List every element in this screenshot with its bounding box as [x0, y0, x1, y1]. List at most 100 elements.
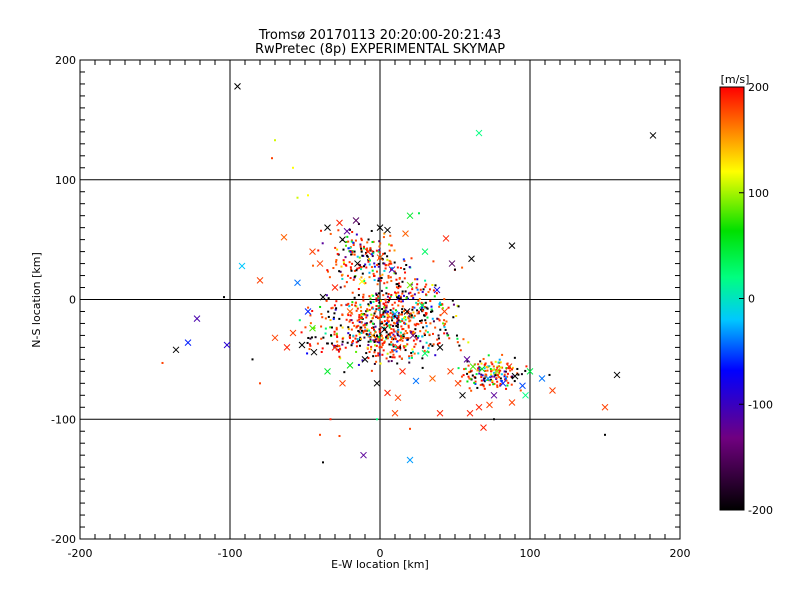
data-point-stroke — [394, 344, 402, 351]
scatter-dot — [340, 265, 343, 268]
scatter-dot — [493, 371, 496, 374]
scatter-dot — [407, 297, 410, 300]
data-point-x — [352, 217, 360, 224]
scatter-dot — [325, 299, 328, 302]
scatter-dot — [496, 380, 499, 383]
data-point-x — [412, 377, 420, 385]
scatter-dot — [391, 311, 394, 314]
data-point-x — [508, 399, 516, 406]
scatter-dot — [447, 306, 450, 309]
scatter-dot — [413, 306, 416, 309]
data-point-stroke — [354, 260, 361, 267]
scatter-dot — [469, 370, 472, 373]
scatter-dot — [470, 389, 473, 392]
scatter-dot — [306, 341, 309, 344]
data-point-x — [522, 391, 529, 399]
scatter-dot — [336, 248, 339, 251]
scatter-dot — [386, 255, 389, 258]
scatter-dot — [333, 312, 336, 315]
scatter-dot — [335, 328, 338, 331]
scatter-dot — [487, 354, 490, 357]
scatter-dot — [370, 348, 373, 351]
scatter-dot — [402, 327, 405, 330]
scatter-dot — [364, 313, 367, 316]
scatter-dot — [377, 292, 380, 295]
scatter-dot — [365, 322, 368, 325]
scatter-dot — [377, 307, 380, 310]
scatter-dot — [366, 314, 369, 317]
scatter-dot — [396, 283, 399, 286]
data-point-x — [360, 451, 367, 459]
data-point-x — [376, 224, 384, 232]
data-point-dot — [604, 433, 606, 436]
y-tick-label: -100 — [51, 413, 76, 426]
scatter-dot — [466, 360, 469, 363]
data-point-stroke — [421, 248, 429, 255]
scatter-dot — [426, 316, 429, 319]
scatter-dot — [360, 239, 363, 242]
scatter-dot — [383, 232, 386, 235]
scatter-dot — [360, 249, 363, 252]
scatter-dot — [360, 237, 363, 240]
scatter-dot — [359, 328, 362, 331]
scatter-dot — [357, 324, 360, 327]
scatter-dot — [399, 285, 402, 288]
scatter-dot — [300, 331, 303, 334]
scatter-dot — [397, 298, 400, 301]
scatter-dot — [404, 290, 407, 293]
scatter-dot — [384, 267, 387, 270]
scatter-dot — [491, 363, 494, 366]
scatter-dot — [377, 265, 380, 268]
scatter-dot — [386, 312, 389, 315]
scatter-dot — [400, 325, 403, 328]
data-point-stroke — [463, 356, 471, 363]
scatter-dot — [404, 318, 407, 321]
data-point-x — [331, 284, 339, 291]
data-point-dot — [418, 212, 420, 215]
scatter-dot — [373, 279, 376, 282]
scatter-dot — [475, 373, 478, 376]
scatter-dot — [358, 314, 361, 317]
scatter-dot — [401, 319, 404, 322]
data-point-stroke — [316, 260, 324, 267]
scatter-dot — [401, 339, 404, 342]
scatter-dot — [448, 337, 451, 340]
scatter-dot — [352, 278, 355, 281]
scatter-dot — [474, 380, 477, 383]
scatter-dot — [427, 291, 430, 294]
scatter-dot — [474, 383, 477, 386]
scatter-dot — [335, 300, 338, 303]
scatter-dot — [437, 337, 440, 340]
data-point-stroke — [601, 403, 609, 411]
scatter-dot — [359, 243, 362, 246]
scatter-dot — [362, 296, 365, 299]
scatter-dot — [355, 350, 358, 353]
scatter-dot — [356, 325, 359, 328]
scatter-dot — [358, 331, 361, 334]
data-point-stroke — [406, 212, 414, 220]
scatter-dot — [442, 322, 445, 325]
scatter-dot — [424, 285, 427, 288]
scatter-dot — [386, 316, 389, 319]
scatter-dot — [347, 314, 350, 317]
scatter-dot — [373, 274, 376, 277]
data-point-x — [384, 226, 391, 234]
data-point-stroke — [499, 379, 507, 387]
scatter-dot — [375, 297, 378, 300]
scatter-dot — [382, 315, 385, 318]
chart-title: Tromsø 20170113 20:20:00-20:21:43 — [258, 28, 501, 43]
scatter-dot — [418, 297, 421, 300]
data-point-stroke — [505, 363, 513, 370]
scatter-dot — [429, 343, 432, 346]
scatter-dot — [414, 328, 417, 331]
scatter-dot — [376, 341, 379, 344]
scatter-dot — [336, 340, 339, 343]
scatter-dot — [409, 291, 412, 294]
scatter-dot — [377, 354, 380, 357]
scatter-dot — [354, 304, 357, 307]
scatter-dot — [437, 334, 440, 337]
scatter-dot — [351, 301, 354, 304]
scatter-dot — [510, 383, 513, 386]
scatter-dot — [431, 310, 434, 313]
scatter-dot — [444, 322, 447, 325]
